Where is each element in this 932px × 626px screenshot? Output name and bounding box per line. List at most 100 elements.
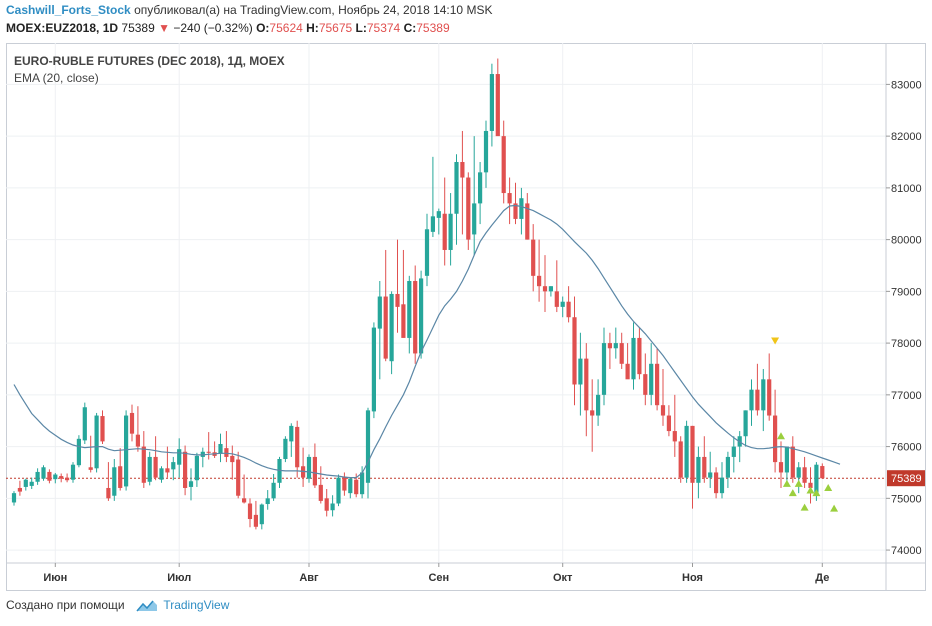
candle-up xyxy=(336,474,341,507)
signal-up-triangle xyxy=(794,479,803,487)
candle-up xyxy=(613,327,618,359)
candle-up xyxy=(478,162,483,225)
candle-up xyxy=(147,451,152,486)
candle-body xyxy=(554,291,559,307)
candle-body xyxy=(419,278,424,354)
symbol-line: MOEX:EUZ2018, 1D 75389 ▼ −240 (−0.32%) O… xyxy=(6,21,450,35)
candle-body xyxy=(613,343,618,349)
candle-body xyxy=(35,471,40,482)
candle-up xyxy=(696,446,701,499)
candle-body xyxy=(188,481,194,487)
candle-down xyxy=(236,451,241,499)
candle-up xyxy=(519,187,524,235)
candle-body xyxy=(271,482,276,499)
candle-body xyxy=(360,472,365,495)
candle-up xyxy=(53,472,58,484)
signal-up-triangle xyxy=(824,483,833,491)
candle-body xyxy=(778,462,784,473)
candle-down xyxy=(253,500,258,530)
candle-down xyxy=(413,265,418,364)
candle-down xyxy=(790,436,795,483)
candle-down xyxy=(129,404,135,442)
created-with-text: Создано при помощи xyxy=(6,598,125,612)
candle-body xyxy=(566,301,571,318)
candle-down xyxy=(655,348,660,411)
candle-body xyxy=(342,476,347,491)
candle-body xyxy=(82,407,87,441)
candle-body xyxy=(755,389,760,411)
candle-body xyxy=(537,275,542,287)
candle-body xyxy=(643,374,648,395)
candle-body xyxy=(312,456,317,486)
candle-down xyxy=(460,130,465,235)
author-link[interactable]: Cashwill_Forts_Stock xyxy=(6,3,131,17)
signal-up-triangle xyxy=(788,489,797,497)
candle-up xyxy=(601,327,607,406)
signal-up-triangle xyxy=(812,489,821,497)
candle-body xyxy=(625,363,630,380)
candle-down xyxy=(820,463,825,479)
candle-body xyxy=(53,474,58,480)
candle-up xyxy=(407,275,412,354)
candle-up xyxy=(719,462,725,499)
open-label: O: xyxy=(256,21,270,35)
price-tick-label: 82000 xyxy=(891,131,922,143)
candle-body xyxy=(531,239,536,276)
candle-body xyxy=(454,162,459,214)
candle-body xyxy=(183,451,188,488)
candle-body xyxy=(70,464,76,480)
candle-up xyxy=(76,435,81,468)
candle-body xyxy=(135,434,140,447)
candle-body xyxy=(194,455,199,481)
candle-body xyxy=(690,425,695,483)
candle-up xyxy=(454,154,459,245)
candle-down xyxy=(212,441,217,458)
candle-up xyxy=(29,477,34,490)
price-tick-label: 83000 xyxy=(891,79,922,91)
candle-body xyxy=(749,389,754,411)
candle-down xyxy=(106,462,111,501)
candle-body xyxy=(371,327,376,412)
candle-up xyxy=(259,503,264,530)
candle-body xyxy=(507,193,512,204)
candle-body xyxy=(29,481,34,486)
candle-body xyxy=(590,410,595,416)
signal-up-triangle xyxy=(800,503,809,511)
candle-up xyxy=(578,332,583,416)
chart-frame xyxy=(6,43,926,591)
candle-body xyxy=(519,198,524,219)
candle-body xyxy=(436,211,441,218)
candle-body xyxy=(106,487,111,499)
signal-up-triangle xyxy=(782,479,791,487)
signal-up-triangle xyxy=(806,486,815,494)
candle-up xyxy=(784,446,789,483)
candle-body xyxy=(767,379,772,416)
candle-up xyxy=(70,462,76,483)
candle-body xyxy=(460,162,465,178)
tradingview-link[interactable]: TradingView xyxy=(163,598,230,612)
candle-down xyxy=(141,431,146,488)
candle-down xyxy=(542,255,548,313)
candle-up xyxy=(360,466,365,499)
candle-body xyxy=(88,467,93,470)
close-value: 75389 xyxy=(416,21,450,35)
candle-down xyxy=(242,474,247,504)
published-text: опубликовал(а) на TradingView.com, Ноябр… xyxy=(134,3,493,17)
candle-body xyxy=(649,363,654,395)
candle-down xyxy=(778,441,784,488)
candle-body xyxy=(348,478,353,494)
candle-body xyxy=(478,172,483,204)
candle-down xyxy=(755,363,760,416)
price-chart[interactable]: 74000 75000 76000 77000 78000 79000 80000 81000… xyxy=(6,43,926,591)
candle-up xyxy=(271,474,276,501)
candle-up xyxy=(389,291,394,375)
candle-body xyxy=(560,301,565,307)
candle-up xyxy=(483,120,489,188)
candle-body xyxy=(743,410,748,437)
time-tick-label: Июн xyxy=(43,572,67,584)
candle-down xyxy=(584,343,589,437)
candle-body xyxy=(336,477,341,504)
candle-body xyxy=(283,438,288,459)
change-value: −240 (−0.32%) xyxy=(173,21,253,35)
candle-down xyxy=(47,469,52,484)
